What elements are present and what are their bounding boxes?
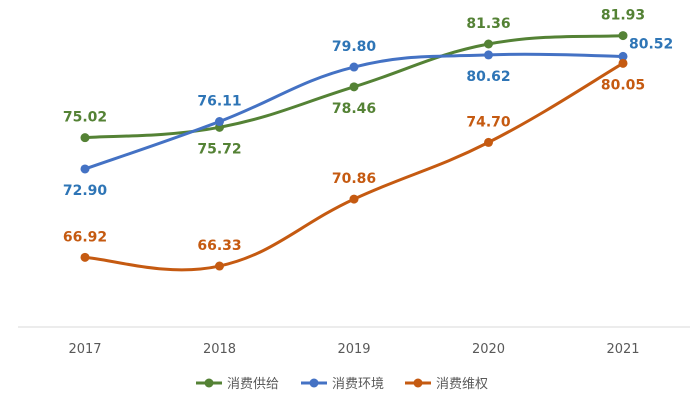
legend-marker <box>309 378 319 388</box>
data-point <box>484 50 493 60</box>
data-point <box>80 252 90 262</box>
data-label: 80.62 <box>466 69 510 85</box>
x-tick-label: 2020 <box>472 342 505 357</box>
x-tick-label: 2021 <box>606 342 639 357</box>
data-label: 72.90 <box>63 183 108 199</box>
data-label: 75.72 <box>197 141 241 157</box>
legend: 消费供给 消费环境 消费维权 <box>196 376 488 392</box>
legend-label: 消费维权 <box>436 376 488 392</box>
data-point <box>484 39 493 49</box>
data-point <box>618 31 628 41</box>
data-point <box>484 137 493 147</box>
legend-label: 消费环境 <box>332 377 384 392</box>
data-label: 78.46 <box>332 101 376 117</box>
data-label: 66.33 <box>197 238 241 254</box>
data-point <box>618 51 628 61</box>
data-label: 74.70 <box>466 114 511 130</box>
data-label: 66.92 <box>63 229 107 245</box>
data-label: 75.02 <box>63 110 107 126</box>
data-point <box>349 194 359 204</box>
legend-label: 消费供给 <box>227 377 279 392</box>
x-tick-label: 2019 <box>337 342 370 357</box>
data-point <box>349 62 359 72</box>
data-point <box>80 133 90 143</box>
series-line-2 <box>83 61 625 272</box>
data-point <box>80 164 90 174</box>
data-label: 79.80 <box>332 39 377 55</box>
data-label: 80.52 <box>629 36 673 52</box>
data-point <box>618 58 628 68</box>
data-label: 76.11 <box>197 94 241 110</box>
data-point <box>215 117 224 127</box>
data-label: 81.36 <box>466 16 510 32</box>
data-label: 81.93 <box>601 8 645 24</box>
data-label: 70.86 <box>332 171 376 187</box>
data-label: 80.05 <box>601 77 645 93</box>
x-tick-label: 2018 <box>203 342 236 357</box>
data-point <box>215 261 224 271</box>
data-point <box>349 82 359 92</box>
series-points <box>80 31 628 271</box>
x-tick-label: 2017 <box>68 342 101 357</box>
data-labels: 75.02 75.72 78.46 81.36 81.93 72.90 76.11 79.80… <box>63 8 673 254</box>
x-axis: 2017 2018 2019 2020 2021 <box>18 326 690 357</box>
legend-marker <box>413 378 423 388</box>
legend-marker <box>204 378 214 388</box>
